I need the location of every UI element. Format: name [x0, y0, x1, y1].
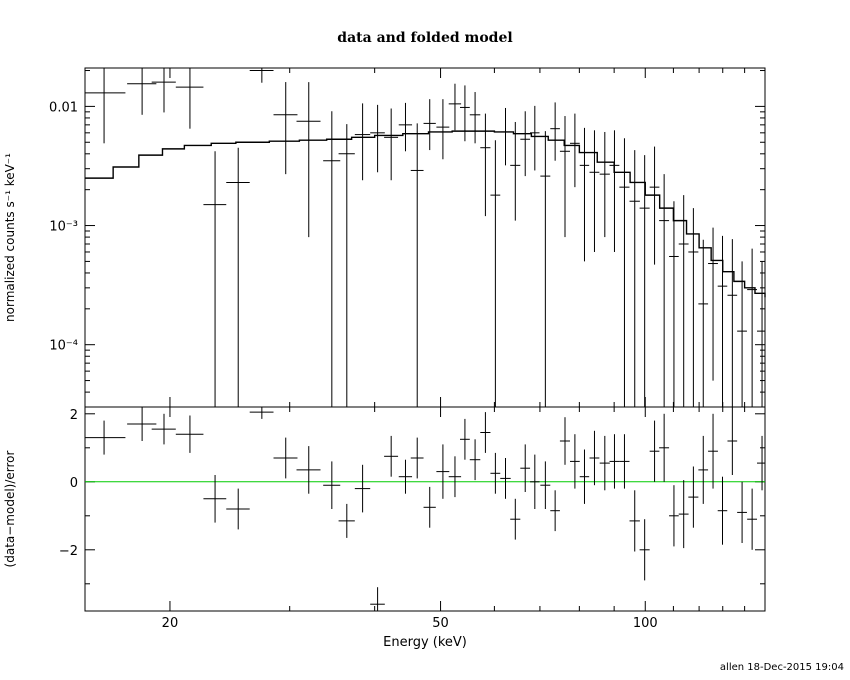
y-tick-label: 10⁻³: [49, 220, 78, 235]
y-tick-label: 0: [70, 476, 78, 491]
y-tick-label: −2: [59, 544, 78, 559]
y-tick-label: 0.01: [49, 100, 78, 115]
y-axis-label: normalized counts s⁻¹ keV⁻¹: [3, 153, 17, 322]
top-panel-frame: [84, 67, 766, 408]
bottom-panel-frame: [84, 406, 766, 612]
model-curve: [85, 130, 766, 298]
x-tick-label: 100: [633, 616, 658, 631]
x-tick-label: 50: [432, 616, 449, 631]
x-tick-label: 20: [162, 616, 179, 631]
y-tick-label: 2: [70, 408, 78, 423]
residual-y-axis-label: (data−model)/error: [3, 450, 17, 567]
chart-title: data and folded model: [337, 30, 513, 46]
footer-timestamp: allen 18-Dec-2015 19:04: [719, 662, 844, 673]
y-tick-label: 10⁻⁴: [49, 339, 78, 354]
x-axis-label: Energy (keV): [383, 635, 467, 650]
